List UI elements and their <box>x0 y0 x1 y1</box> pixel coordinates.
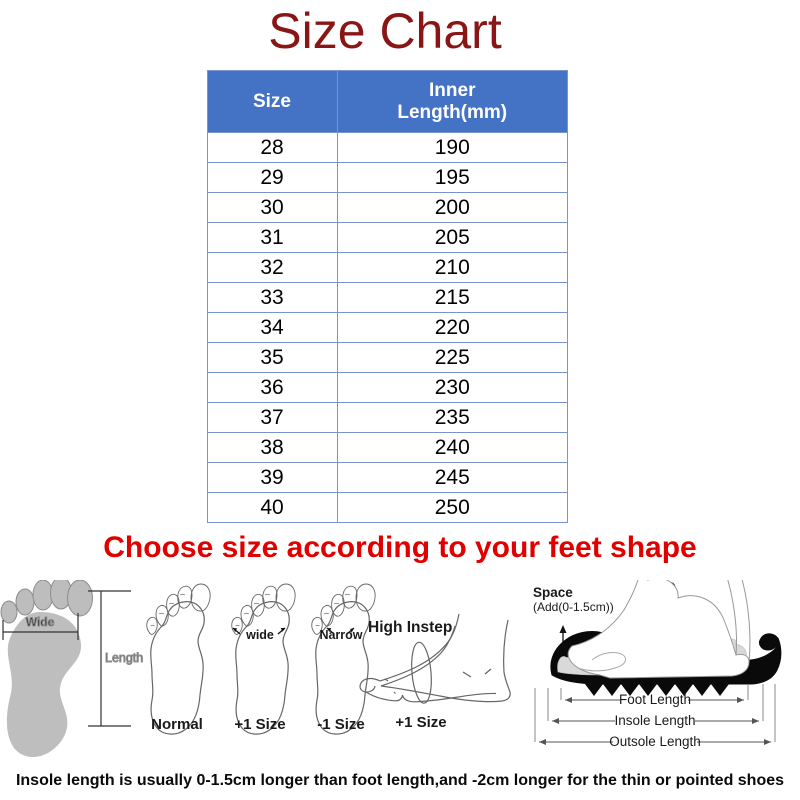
svg-text:Outsole Length: Outsole Length <box>609 734 701 749</box>
svg-text:Foot Length: Foot Length <box>619 692 691 707</box>
svg-text:Length: Length <box>105 651 143 665</box>
svg-text:Wide: Wide <box>26 615 55 629</box>
svg-text:wide: wide <box>245 628 274 642</box>
svg-text:-1 Size: -1 Size <box>317 716 365 733</box>
svg-text:Narrow: Narrow <box>319 628 362 642</box>
svg-text:(Add(0-1.5cm)): (Add(0-1.5cm)) <box>533 600 614 614</box>
svg-text:High Instep: High Instep <box>368 619 452 636</box>
svg-text:+1 Size: +1 Size <box>234 716 285 733</box>
svg-text:Space: Space <box>533 585 573 600</box>
svg-text:Insole Length: Insole Length <box>614 713 695 728</box>
svg-text:+1 Size: +1 Size <box>395 714 446 731</box>
svg-text:Normal: Normal <box>151 716 203 733</box>
